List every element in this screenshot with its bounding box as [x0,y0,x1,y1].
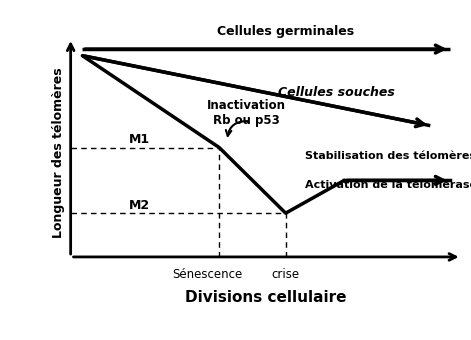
Text: M2: M2 [129,199,150,212]
Text: Stabilisation des télomères: Stabilisation des télomères [305,151,471,161]
Text: Activation de la télomérase: Activation de la télomérase [305,180,471,190]
Text: crise: crise [272,268,300,281]
X-axis label: Divisions cellulaire: Divisions cellulaire [186,290,347,305]
Text: Inactivation
Rb ou p53: Inactivation Rb ou p53 [207,99,286,128]
Text: M1: M1 [129,133,150,147]
Y-axis label: Longueur des télomères: Longueur des télomères [52,68,65,238]
Text: Cellules souches: Cellules souches [278,86,395,99]
Text: Cellules germinales: Cellules germinales [217,25,354,38]
Text: Sénescence: Sénescence [172,268,243,281]
